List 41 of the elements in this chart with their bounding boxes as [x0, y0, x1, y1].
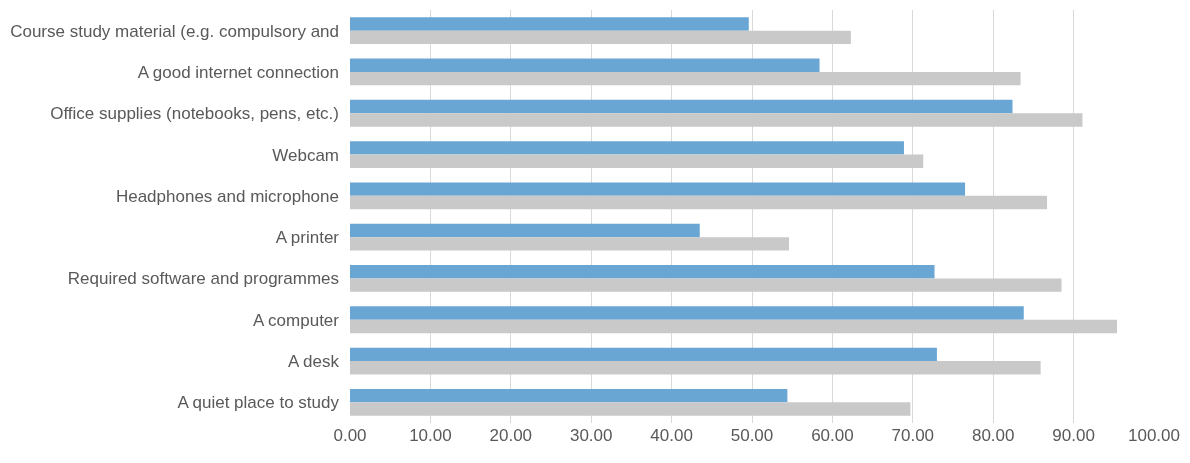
x-tick-label: 20.00 [489, 426, 533, 445]
bar [350, 71, 1021, 86]
bar [350, 17, 749, 31]
y-tick-label: Office supplies (notebooks, pens, etc.) [50, 104, 339, 124]
bar [350, 319, 1118, 334]
bar [350, 113, 1083, 127]
bar [350, 237, 789, 251]
y-tick-label: Course study material (e.g. compulsory and [10, 21, 339, 41]
bar [350, 182, 966, 196]
bar [350, 361, 1041, 375]
x-tick-label: 90.00 [1052, 426, 1095, 445]
y-tick-label: Headphones and microphone [115, 186, 339, 206]
y-tick-label: Webcam [272, 145, 339, 165]
bar [350, 58, 820, 72]
y-tick-label: A good internet connection [137, 62, 339, 82]
x-tick-label: 30.00 [569, 426, 613, 445]
x-tick-label: 100.00 [1128, 426, 1180, 445]
x-tick-label: 60.00 [811, 426, 854, 445]
x-tick-label: 0.00 [333, 426, 367, 445]
bar [350, 388, 788, 403]
y-tick-label: A computer [253, 310, 340, 330]
bar [350, 195, 1048, 210]
bar [350, 347, 937, 362]
x-tick-label: 70.00 [891, 426, 935, 445]
bar [350, 30, 851, 45]
y-tick-label: A quiet place to study [177, 393, 340, 413]
x-tick-label: 50.00 [730, 426, 774, 445]
x-tick-label: 10.00 [409, 426, 452, 445]
y-tick-label: Required software and programmes [67, 269, 339, 289]
y-tick-label: A desk [287, 352, 340, 371]
bar [350, 223, 700, 238]
bar [350, 306, 1024, 320]
y-tick-label: A printer [275, 228, 340, 248]
bar [350, 278, 1062, 292]
bar [350, 402, 911, 416]
bar [350, 265, 935, 279]
bar [350, 99, 1013, 114]
bar [350, 141, 904, 155]
bar [350, 154, 924, 168]
x-tick-label: 40.00 [650, 426, 693, 445]
x-tick-label: 80.00 [971, 426, 1015, 445]
